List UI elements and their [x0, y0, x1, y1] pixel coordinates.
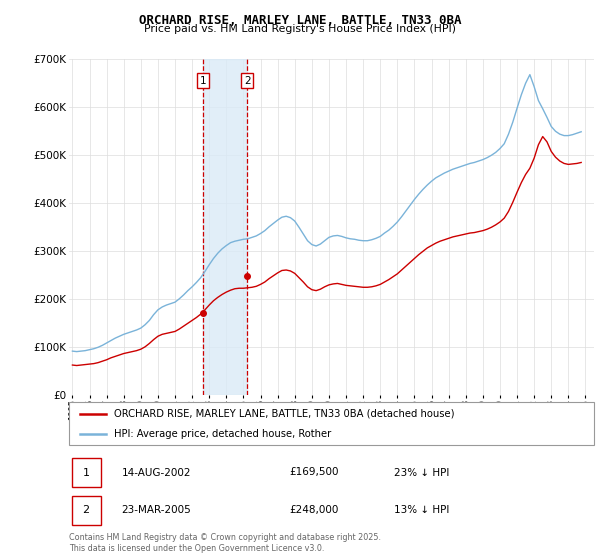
Text: HPI: Average price, detached house, Rother: HPI: Average price, detached house, Roth… — [113, 430, 331, 439]
Text: Contains HM Land Registry data © Crown copyright and database right 2025.
This d: Contains HM Land Registry data © Crown c… — [69, 533, 381, 553]
Text: 23-MAR-2005: 23-MAR-2005 — [121, 505, 191, 515]
Text: 2: 2 — [83, 505, 89, 515]
Text: £248,000: £248,000 — [290, 505, 339, 515]
Text: 2: 2 — [244, 76, 251, 86]
Text: 1: 1 — [83, 468, 89, 478]
Text: 13% ↓ HPI: 13% ↓ HPI — [395, 505, 450, 515]
Bar — [71, 496, 101, 525]
Text: Price paid vs. HM Land Registry's House Price Index (HPI): Price paid vs. HM Land Registry's House … — [144, 24, 456, 34]
Text: ORCHARD RISE, MARLEY LANE, BATTLE, TN33 0BA: ORCHARD RISE, MARLEY LANE, BATTLE, TN33 … — [139, 14, 461, 27]
Bar — [71, 458, 101, 487]
Text: £169,500: £169,500 — [290, 468, 339, 478]
Bar — [203, 59, 247, 395]
Text: ORCHARD RISE, MARLEY LANE, BATTLE, TN33 0BA (detached house): ORCHARD RISE, MARLEY LANE, BATTLE, TN33 … — [113, 409, 454, 419]
Text: 23% ↓ HPI: 23% ↓ HPI — [395, 468, 450, 478]
Text: 1: 1 — [199, 76, 206, 86]
Text: 14-AUG-2002: 14-AUG-2002 — [121, 468, 191, 478]
